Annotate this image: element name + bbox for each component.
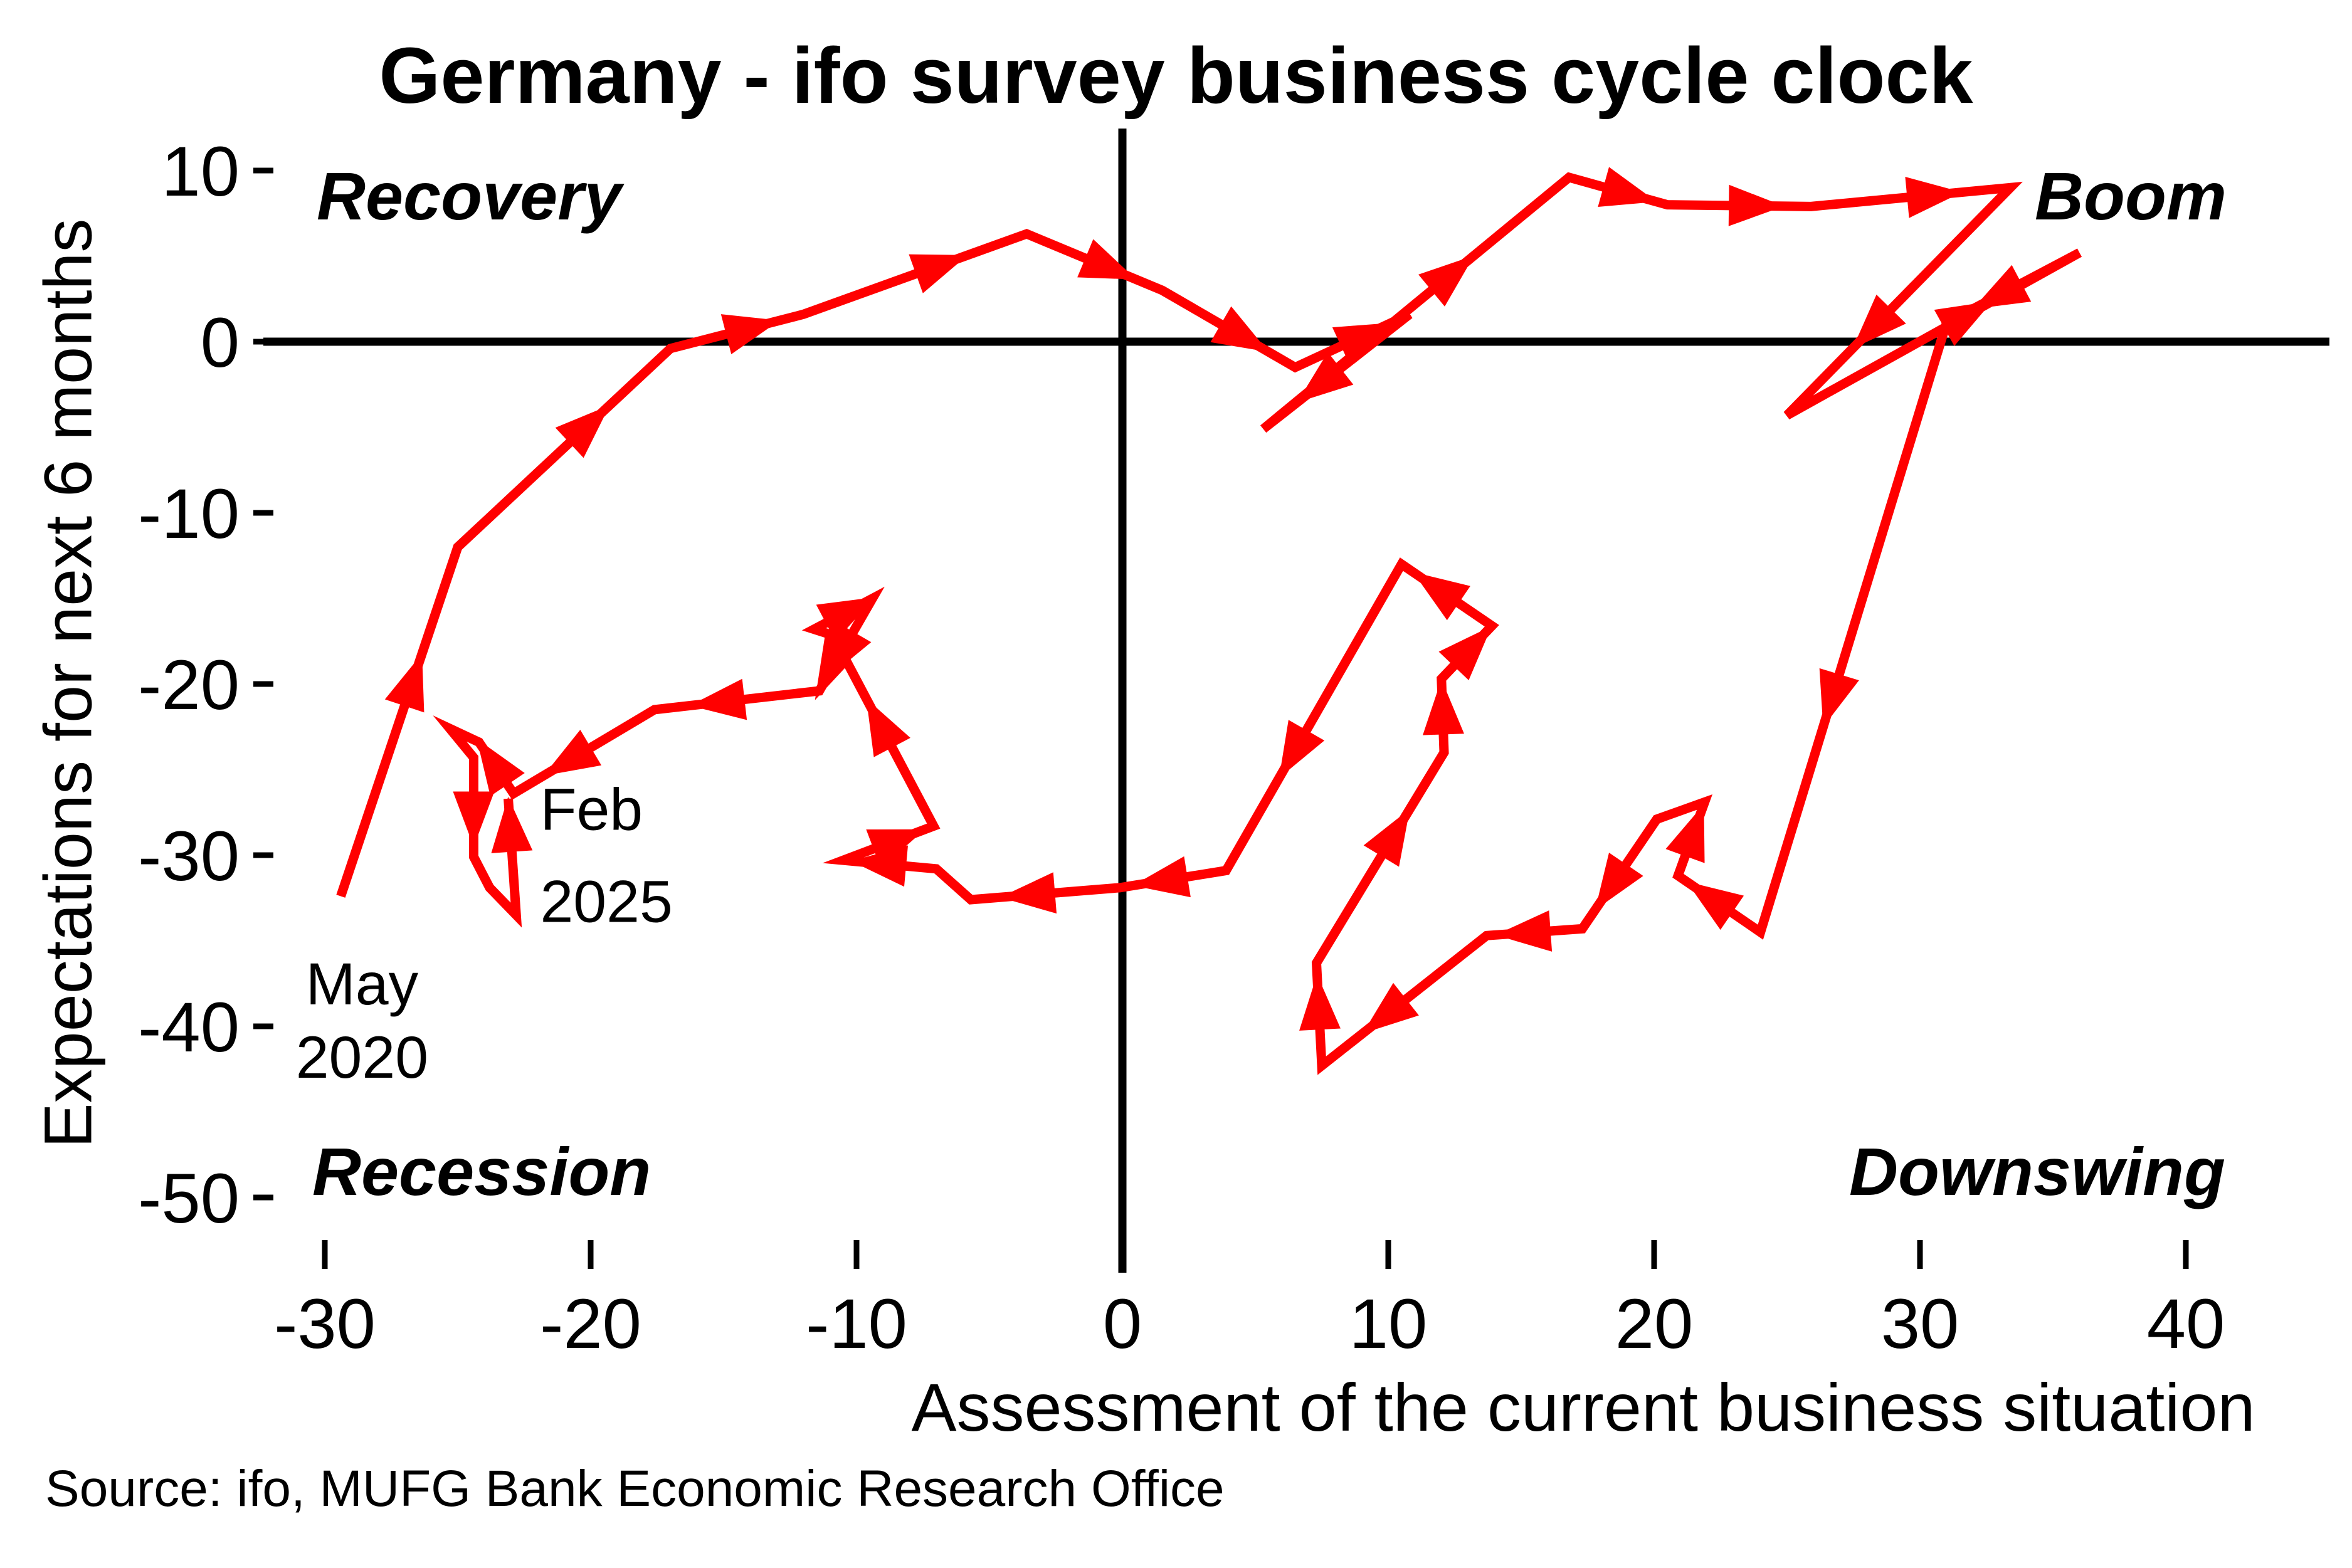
direction-arrowhead [1934,301,1993,346]
direction-arrowhead [1332,322,1391,365]
quadrant-label-recovery: Recovery [317,158,622,234]
x-tick-label: -30 [274,1285,376,1363]
annotation-start-label-line2: 2020 [296,1024,428,1091]
direction-arrowhead [491,796,533,853]
direction-arrowhead [1973,265,2032,309]
direction-arrowhead [555,405,610,458]
x-tick-label: 10 [1349,1285,1428,1363]
chart-title: Germany - ifo survey business cycle cloc… [379,31,1973,120]
trajectory-path [336,172,2082,1075]
y-tick-label: -30 [138,817,240,895]
direction-arrowhead [1495,910,1553,952]
annotation-start-label-line1: May [306,951,419,1018]
direction-arrowhead [1363,809,1410,867]
direction-arrowhead [1132,856,1191,898]
x-axis-title: Assessment of the current business situa… [911,1369,2255,1445]
direction-arrowhead [1438,626,1492,680]
direction-arrowhead [816,597,875,641]
direction-arrowhead [1819,668,1859,727]
y-tick-label: 10 [161,132,240,211]
x-tick-label: 40 [2147,1285,2225,1363]
quadrant-label-recession: Recession [312,1134,651,1209]
direction-arrowhead [384,653,425,713]
annotation-end-label-line1: Feb [540,776,643,843]
direction-arrowhead [1299,974,1341,1031]
direction-arrowhead [689,678,747,720]
y-axis-title: Expectations for next 6 months [29,218,106,1149]
direction-arrowhead [1728,184,1785,226]
direction-arrowhead [909,254,968,293]
x-tick-label: -20 [540,1285,641,1363]
direction-arrowhead [453,791,495,847]
x-tick-label: 30 [1881,1285,1959,1363]
y-tick-label: 0 [201,303,240,382]
x-tick-label: -10 [806,1285,907,1363]
direction-arrowhead [866,698,910,757]
direction-arrowhead [1363,982,1419,1034]
y-tick-label: -50 [138,1159,240,1238]
direction-arrowhead [1852,294,1906,349]
direction-arrowhead [1418,255,1475,307]
y-tick-label: -20 [138,646,240,724]
y-tick-label: -10 [138,475,240,553]
annotation-end-label-line2: 2025 [540,869,672,935]
direction-arrowhead [999,872,1057,914]
direction-arrowhead [1595,853,1643,910]
quadrant-label-boom: Boom [2035,158,2227,234]
direction-arrowhead [1077,239,1137,280]
x-tick-label: 0 [1103,1285,1142,1363]
direction-arrowhead [1413,572,1470,621]
direction-arrowhead [825,621,872,680]
direction-arrowhead [1210,306,1269,352]
direction-arrowhead [1598,167,1657,207]
quadrant-label-downswing: Downswing [1849,1134,2225,1209]
direction-arrowhead [720,314,780,354]
direction-arrowhead [1297,352,1354,403]
y-tick-label: -40 [138,988,240,1066]
source-note: Source: ifo, MUFG Bank Economic Research… [45,1460,1225,1517]
direction-arrowhead [1905,176,1963,218]
direction-arrowhead [1686,881,1744,930]
direction-arrowhead [543,730,602,776]
direction-arrowhead [866,829,926,868]
direction-arrowhead [1279,720,1325,779]
direction-arrowhead [477,739,525,796]
x-tick-label: 20 [1615,1285,1694,1363]
direction-arrowhead [1423,679,1464,735]
direction-arrowhead [1665,804,1705,863]
